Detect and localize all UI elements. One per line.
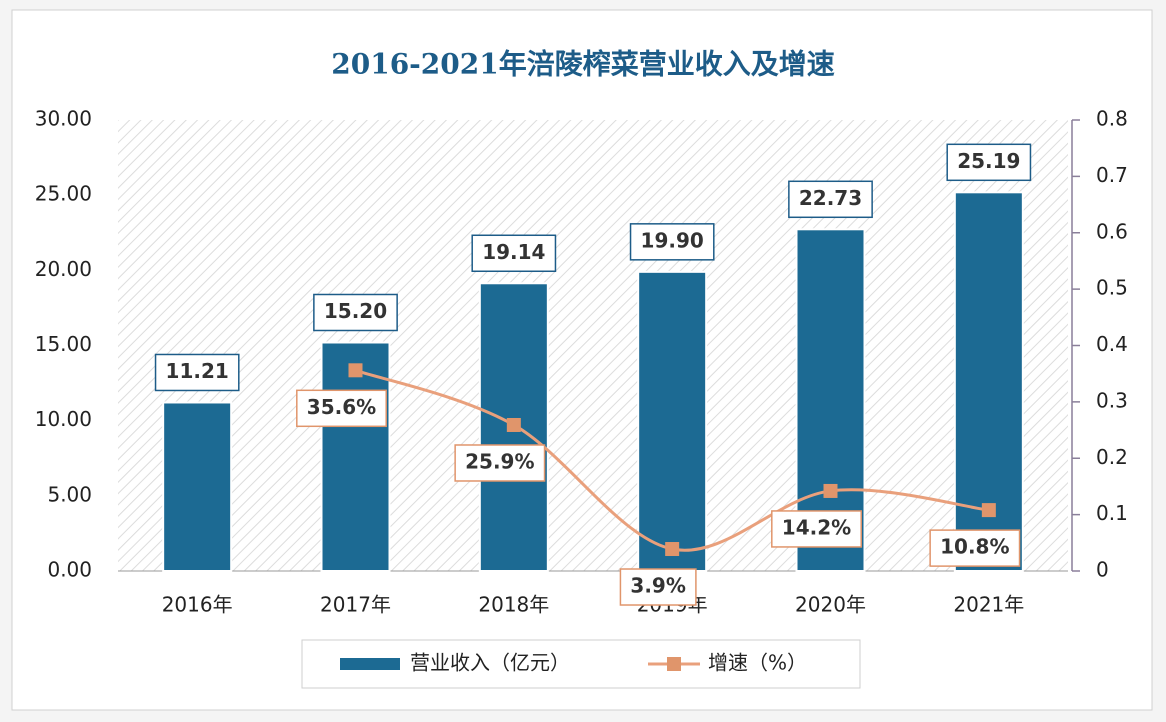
data-label: 22.73 — [788, 180, 873, 219]
data-label-text: 25.9% — [465, 449, 534, 473]
data-label: 11.21 — [154, 353, 240, 392]
x-tick-label: 2018年 — [478, 593, 549, 617]
data-label-text: 22.73 — [799, 186, 862, 210]
legend-swatch — [340, 658, 400, 670]
label-box — [788, 180, 873, 219]
line-marker — [506, 417, 521, 432]
legend-marker — [667, 657, 681, 671]
y2-tick-label: 0.7 — [1096, 163, 1128, 187]
x-tick-label: 2021年 — [953, 593, 1024, 617]
line-marker — [823, 483, 838, 498]
y-tick-label: 15.00 — [35, 332, 92, 356]
y2-tick-label: 0.3 — [1096, 388, 1128, 412]
line-marker — [981, 503, 996, 518]
plot-area — [118, 120, 1068, 571]
data-label: 10.8% — [929, 529, 1021, 567]
data-label-text: 11.21 — [166, 359, 229, 383]
label-box — [629, 223, 715, 261]
y2-tick-label: 0.5 — [1096, 276, 1128, 300]
y-tick-label: 10.00 — [35, 407, 92, 431]
label-box — [771, 510, 862, 548]
data-label: 15.20 — [313, 293, 398, 332]
data-label: 35.6% — [296, 389, 387, 428]
label-box — [946, 143, 1032, 182]
y2-tick-label: 0.8 — [1096, 107, 1128, 131]
data-label-text: 14.2% — [782, 515, 851, 539]
line-marker — [665, 542, 680, 557]
data-label-text: 10.8% — [940, 535, 1009, 559]
bar — [162, 401, 233, 572]
label-box — [454, 444, 546, 482]
bar — [320, 341, 391, 573]
label-box — [296, 389, 387, 428]
label-box — [154, 353, 240, 392]
data-label: 25.19 — [946, 143, 1032, 182]
y2-tick-label: 0.1 — [1096, 501, 1128, 525]
data-label-text: 15.20 — [324, 299, 387, 323]
label-box — [471, 234, 557, 273]
y-tick-label: 30.00 — [35, 107, 92, 131]
x-tick-label: 2017年 — [320, 593, 391, 617]
chart-title: 2016-2021年涪陵榨菜营业收入及增速 — [331, 48, 834, 81]
y2-tick-label: 0.4 — [1096, 332, 1128, 356]
label-box — [929, 529, 1021, 567]
data-label: 19.90 — [629, 223, 715, 261]
label-box — [313, 293, 398, 332]
y-tick-label: 5.00 — [47, 482, 92, 506]
data-label: 25.9% — [454, 444, 546, 482]
data-label: 14.2% — [771, 510, 862, 548]
y-tick-label: 20.00 — [35, 257, 92, 281]
x-tick-label: 2016年 — [162, 593, 233, 617]
legend-label: 营业收入（亿元） — [410, 651, 570, 675]
data-label-text: 35.6% — [307, 395, 376, 419]
data-label-text: 3.9% — [630, 574, 685, 598]
y2-tick-label: 0.6 — [1096, 219, 1128, 243]
label-box — [619, 568, 697, 606]
legend-label: 增速（%） — [708, 651, 807, 675]
y2-tick-label: 0 — [1096, 558, 1109, 582]
y2-tick-label: 0.2 — [1096, 445, 1128, 469]
data-label: 3.9% — [619, 568, 697, 606]
x-tick-label: 2020年 — [795, 593, 866, 617]
data-label-text: 19.14 — [482, 240, 545, 264]
y-tick-label: 0.00 — [47, 558, 92, 582]
bar — [637, 270, 708, 572]
data-label: 19.14 — [471, 234, 557, 273]
data-label-text: 19.90 — [641, 228, 704, 252]
line-marker — [348, 363, 363, 378]
y-tick-label: 25.00 — [35, 182, 92, 206]
data-label-text: 25.19 — [957, 149, 1020, 173]
